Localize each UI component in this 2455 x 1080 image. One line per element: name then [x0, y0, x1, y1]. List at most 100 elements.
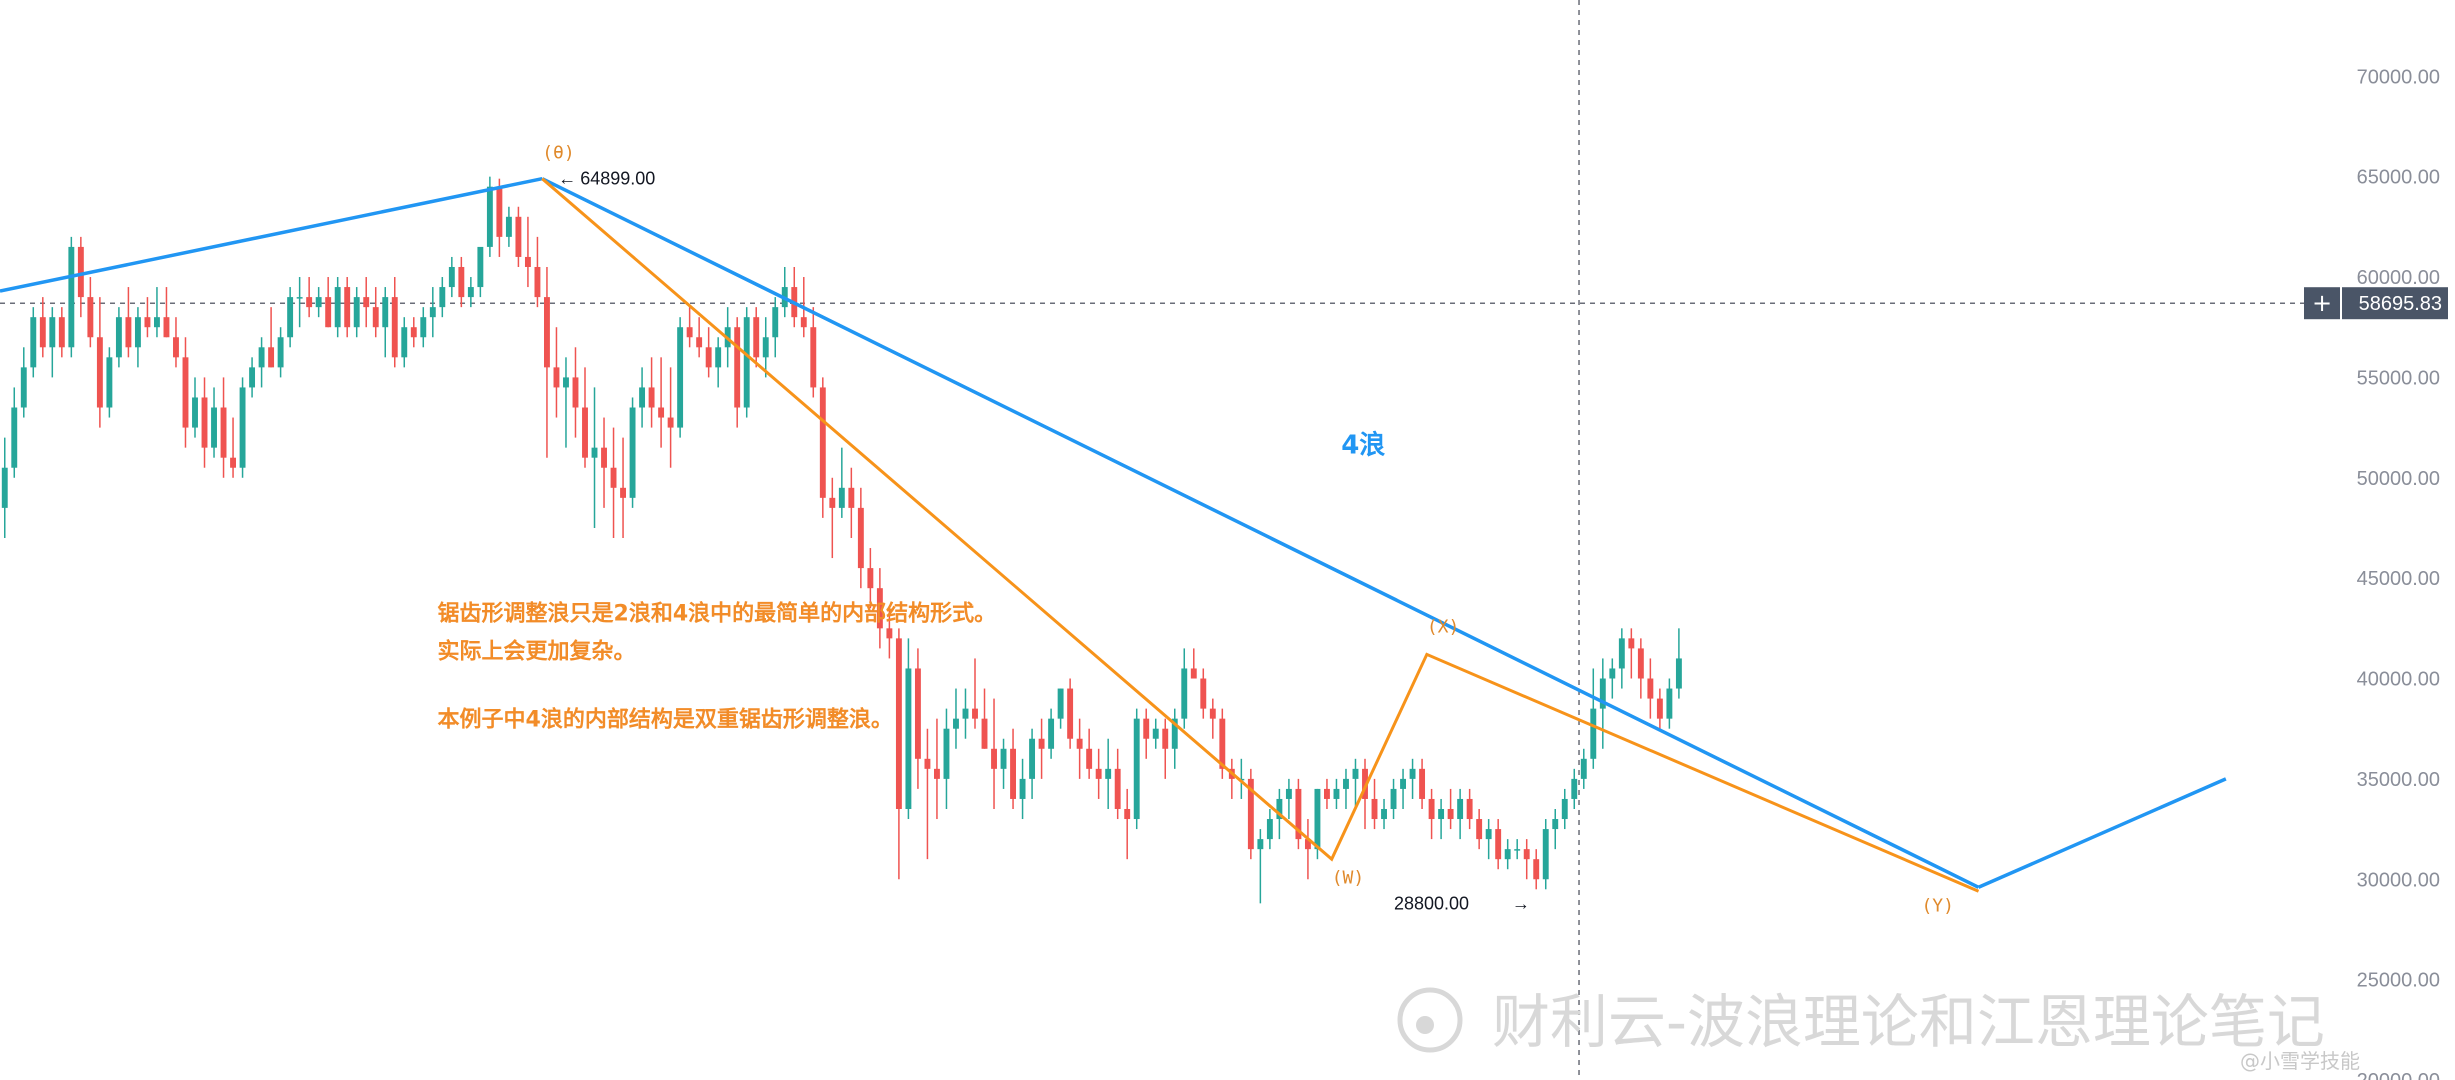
- plus-icon[interactable]: +: [2312, 289, 2332, 317]
- price-tag-plus-button[interactable]: [2304, 287, 2340, 320]
- candle: [1209, 698, 1216, 739]
- candle: [972, 658, 978, 729]
- candle-body: [154, 317, 160, 328]
- candle: [325, 277, 332, 328]
- candle-body: [544, 297, 550, 368]
- current-price-tag[interactable]: +58695.83: [2304, 287, 2448, 320]
- candle-body: [1200, 678, 1207, 709]
- candle-body: [620, 487, 626, 498]
- blue-trendline: [1977, 777, 2227, 889]
- candle-body: [1029, 738, 1036, 779]
- candle-body: [819, 387, 826, 498]
- candle: [192, 377, 198, 438]
- watermark-sub: @小雪学技能: [2240, 1049, 2360, 1073]
- candle-body: [1618, 638, 1625, 669]
- candle-body: [39, 317, 46, 348]
- candle-body: [458, 266, 465, 298]
- wave-label: (θ): [542, 143, 575, 164]
- candle: [1219, 708, 1226, 779]
- candle-body: [1504, 849, 1511, 860]
- candle-body: [1447, 808, 1454, 820]
- candle-body: [1609, 668, 1616, 679]
- candle-body: [467, 287, 474, 298]
- candle-body: [1495, 829, 1502, 860]
- candle: [1552, 808, 1559, 850]
- candle: [1542, 819, 1549, 890]
- candle-body: [1133, 718, 1140, 820]
- candle: [382, 287, 389, 358]
- candle: [353, 287, 360, 338]
- candle-body: [115, 317, 122, 358]
- wave-4-label: 4浪: [1341, 430, 1385, 461]
- candle-body: [1514, 849, 1521, 851]
- candle: [1304, 819, 1311, 880]
- candle-body: [1599, 678, 1606, 709]
- candle-body: [696, 337, 703, 348]
- candle-body: [182, 357, 189, 428]
- candle: [667, 367, 674, 468]
- candle: [1038, 718, 1045, 779]
- weibo-icon: [1397, 987, 1463, 1053]
- candle-body: [505, 216, 512, 237]
- candle-body: [1257, 839, 1264, 850]
- candle-body: [96, 337, 103, 408]
- candle: [601, 417, 607, 508]
- candle: [914, 648, 921, 789]
- candle: [448, 256, 455, 298]
- candle: [1343, 768, 1349, 809]
- candle-body: [1276, 798, 1283, 820]
- candle: [1124, 788, 1131, 860]
- candle-body: [11, 407, 18, 468]
- y-tick-label: 20000.00: [2357, 1070, 2440, 1080]
- candle: [1371, 778, 1378, 830]
- candle-body: [1371, 798, 1378, 820]
- arrow-left-icon: ←: [558, 169, 576, 189]
- candle: [734, 317, 741, 428]
- candle: [791, 266, 798, 328]
- candle-body: [553, 367, 560, 388]
- candle-body: [30, 317, 37, 368]
- annotations-layer: (θ)64899.00← (X) (W) 28800.00 → (Y) 4浪锯齿形调整浪只是…: [438, 143, 1954, 917]
- candle: [1561, 788, 1568, 830]
- candle: [1162, 718, 1169, 779]
- candle: [1133, 708, 1140, 830]
- candle: [1105, 738, 1112, 809]
- candle: [620, 437, 626, 538]
- candle: [106, 347, 113, 418]
- candle: [467, 277, 474, 308]
- watermark: 财利云-波浪理论和江恩理论笔记 @小雪学技能: [1397, 987, 2360, 1073]
- candle-body: [857, 507, 864, 569]
- orange-wave-line: [541, 177, 1980, 893]
- candle-body: [163, 317, 170, 338]
- candle: [287, 287, 294, 348]
- candle-body: [144, 317, 151, 328]
- candle-body: [601, 447, 607, 468]
- candle-body: [353, 297, 360, 328]
- candle-body: [1552, 819, 1559, 830]
- candle: [134, 307, 141, 368]
- candle: [591, 387, 598, 528]
- candle: [1352, 758, 1359, 809]
- candle: [1438, 798, 1445, 840]
- candle: [1523, 839, 1530, 880]
- candle: [144, 297, 151, 338]
- candle-body: [1181, 668, 1188, 719]
- candle: [163, 287, 170, 338]
- candle: [876, 568, 883, 649]
- candle: [277, 327, 284, 378]
- current-price-label: 58695.83: [2359, 293, 2442, 315]
- candle: [220, 377, 227, 478]
- candle-body: [496, 186, 503, 237]
- candle: [344, 277, 351, 338]
- candle: [648, 357, 655, 428]
- candle: [1495, 819, 1502, 870]
- candle: [268, 307, 275, 368]
- candle-body: [1048, 718, 1055, 749]
- candle: [686, 307, 693, 348]
- candle: [11, 387, 18, 478]
- candle: [934, 718, 940, 820]
- candle: [962, 688, 969, 739]
- candle-body: [1086, 748, 1093, 769]
- candle: [1666, 678, 1673, 729]
- candle: [1095, 748, 1102, 799]
